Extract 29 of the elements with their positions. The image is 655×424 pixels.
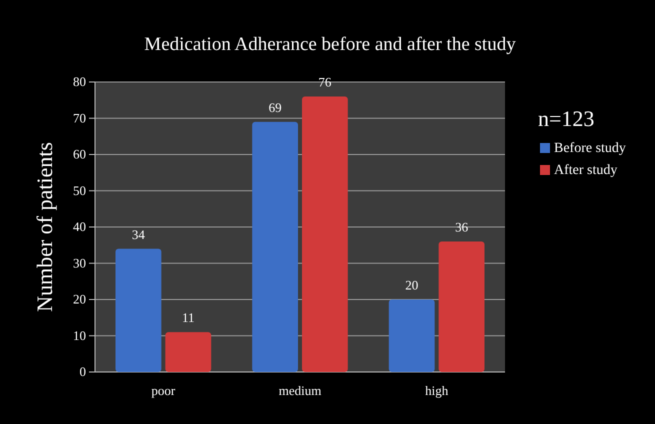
data-label: 11: [182, 310, 195, 326]
legend-label: Before study: [554, 141, 626, 156]
bar: [165, 332, 212, 372]
y-tick-label: 50: [73, 182, 86, 198]
y-axis-title: Number of patients: [32, 142, 57, 312]
y-tick-label: 40: [73, 219, 86, 234]
bar: [302, 96, 348, 372]
x-tick-label: high: [425, 383, 449, 398]
bar: [252, 122, 298, 372]
y-tick-label: 30: [73, 255, 86, 270]
data-label: 69: [268, 100, 282, 115]
data-label: 76: [318, 74, 332, 90]
data-label: 36: [455, 220, 469, 234]
y-tick-label: 80: [73, 74, 86, 90]
y-tick-label: 60: [73, 146, 86, 162]
y-tick-label: 0: [80, 364, 86, 380]
text: n=123: [538, 106, 594, 131]
data-label: 20: [405, 278, 418, 292]
x-tick-label: poor: [151, 383, 176, 398]
y-tick-label: 20: [73, 292, 86, 307]
bar: [388, 300, 435, 372]
y-tick-label: 70: [73, 110, 86, 126]
bar: [438, 242, 484, 372]
data-label: 34: [132, 226, 146, 242]
legend-label: After study: [554, 163, 618, 178]
chart-title: Medication Adherance before and after the study: [144, 34, 516, 55]
y-tick-label: 10: [73, 328, 86, 343]
x-tick-label: medium: [278, 383, 322, 398]
bar: [116, 248, 162, 372]
